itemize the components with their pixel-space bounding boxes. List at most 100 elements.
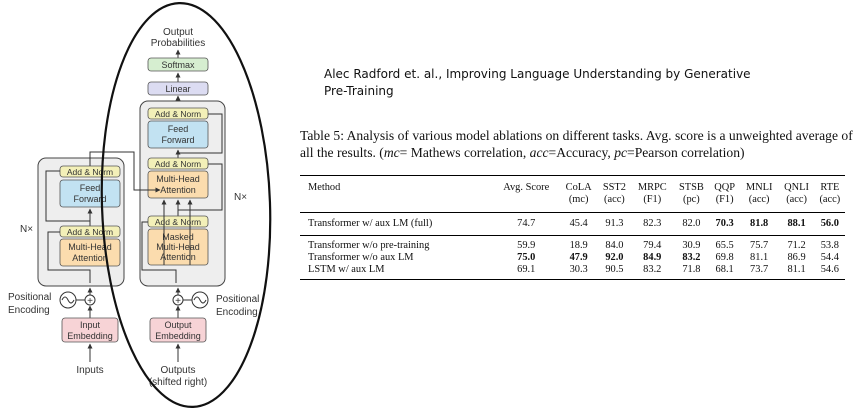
column-header-name: STSB [678, 182, 704, 193]
score-cell: 54.6 [820, 264, 839, 275]
table-header-row: Method Avg. Score CoLA (mc) SST2 (acc) MRPC (F1… [300, 175, 845, 213]
column-header: Method [300, 176, 493, 213]
score-cell: 74.7 [517, 218, 536, 229]
column-header-name: Method [308, 182, 341, 193]
outputs-label: Outputs [160, 365, 195, 376]
column-header-name: SST2 [602, 182, 626, 193]
linear-box [147, 81, 209, 96]
score-cell: 53.8 [820, 240, 839, 251]
score-cell: 81.1 [787, 264, 806, 275]
caption-text-4: =Pearson correlation) [627, 145, 745, 160]
caption-text-2: = Mathews correlation, [399, 145, 530, 160]
column-header: CoLA (mc) [560, 176, 598, 213]
input-embedding-box [61, 317, 119, 343]
encoder-feed-forward-box [59, 179, 121, 208]
score-cell: 92.0 [605, 252, 624, 263]
score-cell: 71.2 [787, 240, 806, 251]
column-header-name: CoLA [565, 182, 592, 193]
score-cell: 83.2 [682, 252, 701, 263]
table-row: Transformer w/ aux LM (full) 74.7 45.4 91.3… [300, 213, 845, 236]
score-cell: 71.8 [682, 264, 701, 275]
column-header-metric: (F1) [715, 194, 734, 205]
decoder-nx-label: N× [234, 192, 247, 203]
encoder-feed-forward-label: Feed [80, 183, 101, 193]
encoder-nx-label: N× [20, 224, 33, 235]
column-header-metric: (acc) [786, 194, 807, 205]
score-cell: 30.9 [682, 240, 701, 251]
table-row: Transformer w/o pre-training 59.9 18.9 84.0… [300, 236, 845, 253]
score-cell: 90.5 [605, 264, 624, 275]
method-cell: LSTM w/ aux LM [308, 264, 385, 275]
decoder-feed-forward-box [147, 120, 209, 149]
encoder-positional-encoding-label: Positional [8, 292, 51, 303]
decoder-feed-forward-label: Feed [168, 124, 189, 134]
decoder-plus-icon: + [175, 296, 181, 307]
decoder-positional-encoding-label-2: Encoding [216, 307, 258, 318]
column-header-metric: (F1) [643, 194, 662, 205]
encoder-positional-encoding-label-2: Encoding [8, 305, 50, 316]
masked-attention-label-3: Attention [160, 252, 196, 262]
score-cell: 73.7 [750, 264, 769, 275]
score-cell: 69.8 [715, 252, 734, 263]
score-cell: 82.0 [682, 218, 701, 229]
score-cell: 54.4 [820, 252, 839, 263]
decoder-add-norm-3-label: Add & Norm [155, 109, 201, 119]
decoder-positional-encoding-label: Positional [216, 294, 259, 305]
outputs-shifted-label: (shifted right) [149, 377, 207, 388]
column-header: Avg. Score [493, 176, 560, 213]
column-header-name: MRPC [637, 182, 667, 193]
output-embedding-box [149, 317, 207, 343]
column-header-name: QQP [714, 182, 736, 193]
table-caption: Table 5: Analysis of various model ablat… [300, 127, 856, 161]
column-header-metric: (acc) [748, 194, 770, 205]
column-header-metric: (acc) [604, 194, 625, 205]
masked-attention-label: Masked [162, 232, 194, 242]
decoder-add-norm-2-label: Add & Norm [155, 159, 201, 169]
score-cell: 88.1 [787, 218, 806, 229]
caption-text-1: Analysis of various model ablations on d… [300, 128, 853, 160]
score-cell: 68.1 [715, 264, 734, 275]
column-header-metric: (pc) [683, 194, 700, 205]
column-header-name: MNLI [745, 182, 773, 193]
encoder-add-norm-2-label: Add & Norm [67, 167, 113, 177]
encoder-plus-icon: + [87, 296, 93, 307]
decoder-feed-forward-label-2: Forward [161, 135, 194, 145]
score-cell: 47.9 [569, 252, 588, 263]
output-embedding-label-2: Embedding [155, 331, 201, 341]
decoder-add-norm-1-label: Add & Norm [155, 217, 201, 227]
decoder-cross-attention-box [147, 170, 209, 199]
encoder-add-norm-1-label: Add & Norm [67, 227, 113, 237]
softmax-box [147, 57, 209, 72]
decoder-cross-attention-label-2: Attention [160, 185, 196, 195]
caption-label: Table 5: [300, 128, 344, 143]
decoder-stack: Output Probabilities Softmax Linear Add … [139, 27, 226, 287]
score-cell: 30.3 [569, 264, 588, 275]
caption-acc: acc [529, 145, 549, 160]
score-cell: 75.0 [517, 252, 536, 263]
output-probabilities-label: Output [163, 27, 193, 38]
score-cell: 18.9 [569, 240, 588, 251]
decoder-highlight-ellipse [100, 2, 272, 408]
column-header-name: RTE [820, 182, 840, 193]
score-cell: 83.2 [643, 264, 662, 275]
ablation-section: Transformer w/o pre-training 59.9 18.9 84.0… [300, 236, 845, 280]
softmax-label: Softmax [161, 60, 195, 70]
linear-label: Linear [165, 84, 190, 94]
column-header: MNLI (acc) [740, 176, 779, 213]
full-model-section: Transformer w/ aux LM (full) 74.7 45.4 91.3… [300, 213, 845, 236]
score-cell: 82.3 [643, 218, 662, 229]
column-header-metric [493, 194, 560, 206]
masked-attention-label-2: Multi-Head [156, 242, 200, 252]
score-cell: 56.0 [820, 218, 839, 229]
column-header-metric: (mc) [568, 194, 589, 205]
column-header: RTE (acc) [815, 176, 845, 213]
score-cell: 59.9 [517, 240, 536, 251]
input-embedding-label-2: Embedding [67, 331, 113, 341]
table-row: Transformer w/o aux LM 75.0 47.9 92.0 84.9 83… [300, 252, 845, 264]
score-cell: 70.3 [715, 218, 734, 229]
method-cell: Transformer w/o aux LM [308, 252, 414, 263]
masked-attention-box [147, 228, 209, 266]
caption-pc: pc [614, 145, 628, 160]
score-cell: 84.0 [605, 240, 624, 251]
column-header: QQP (F1) [710, 176, 740, 213]
